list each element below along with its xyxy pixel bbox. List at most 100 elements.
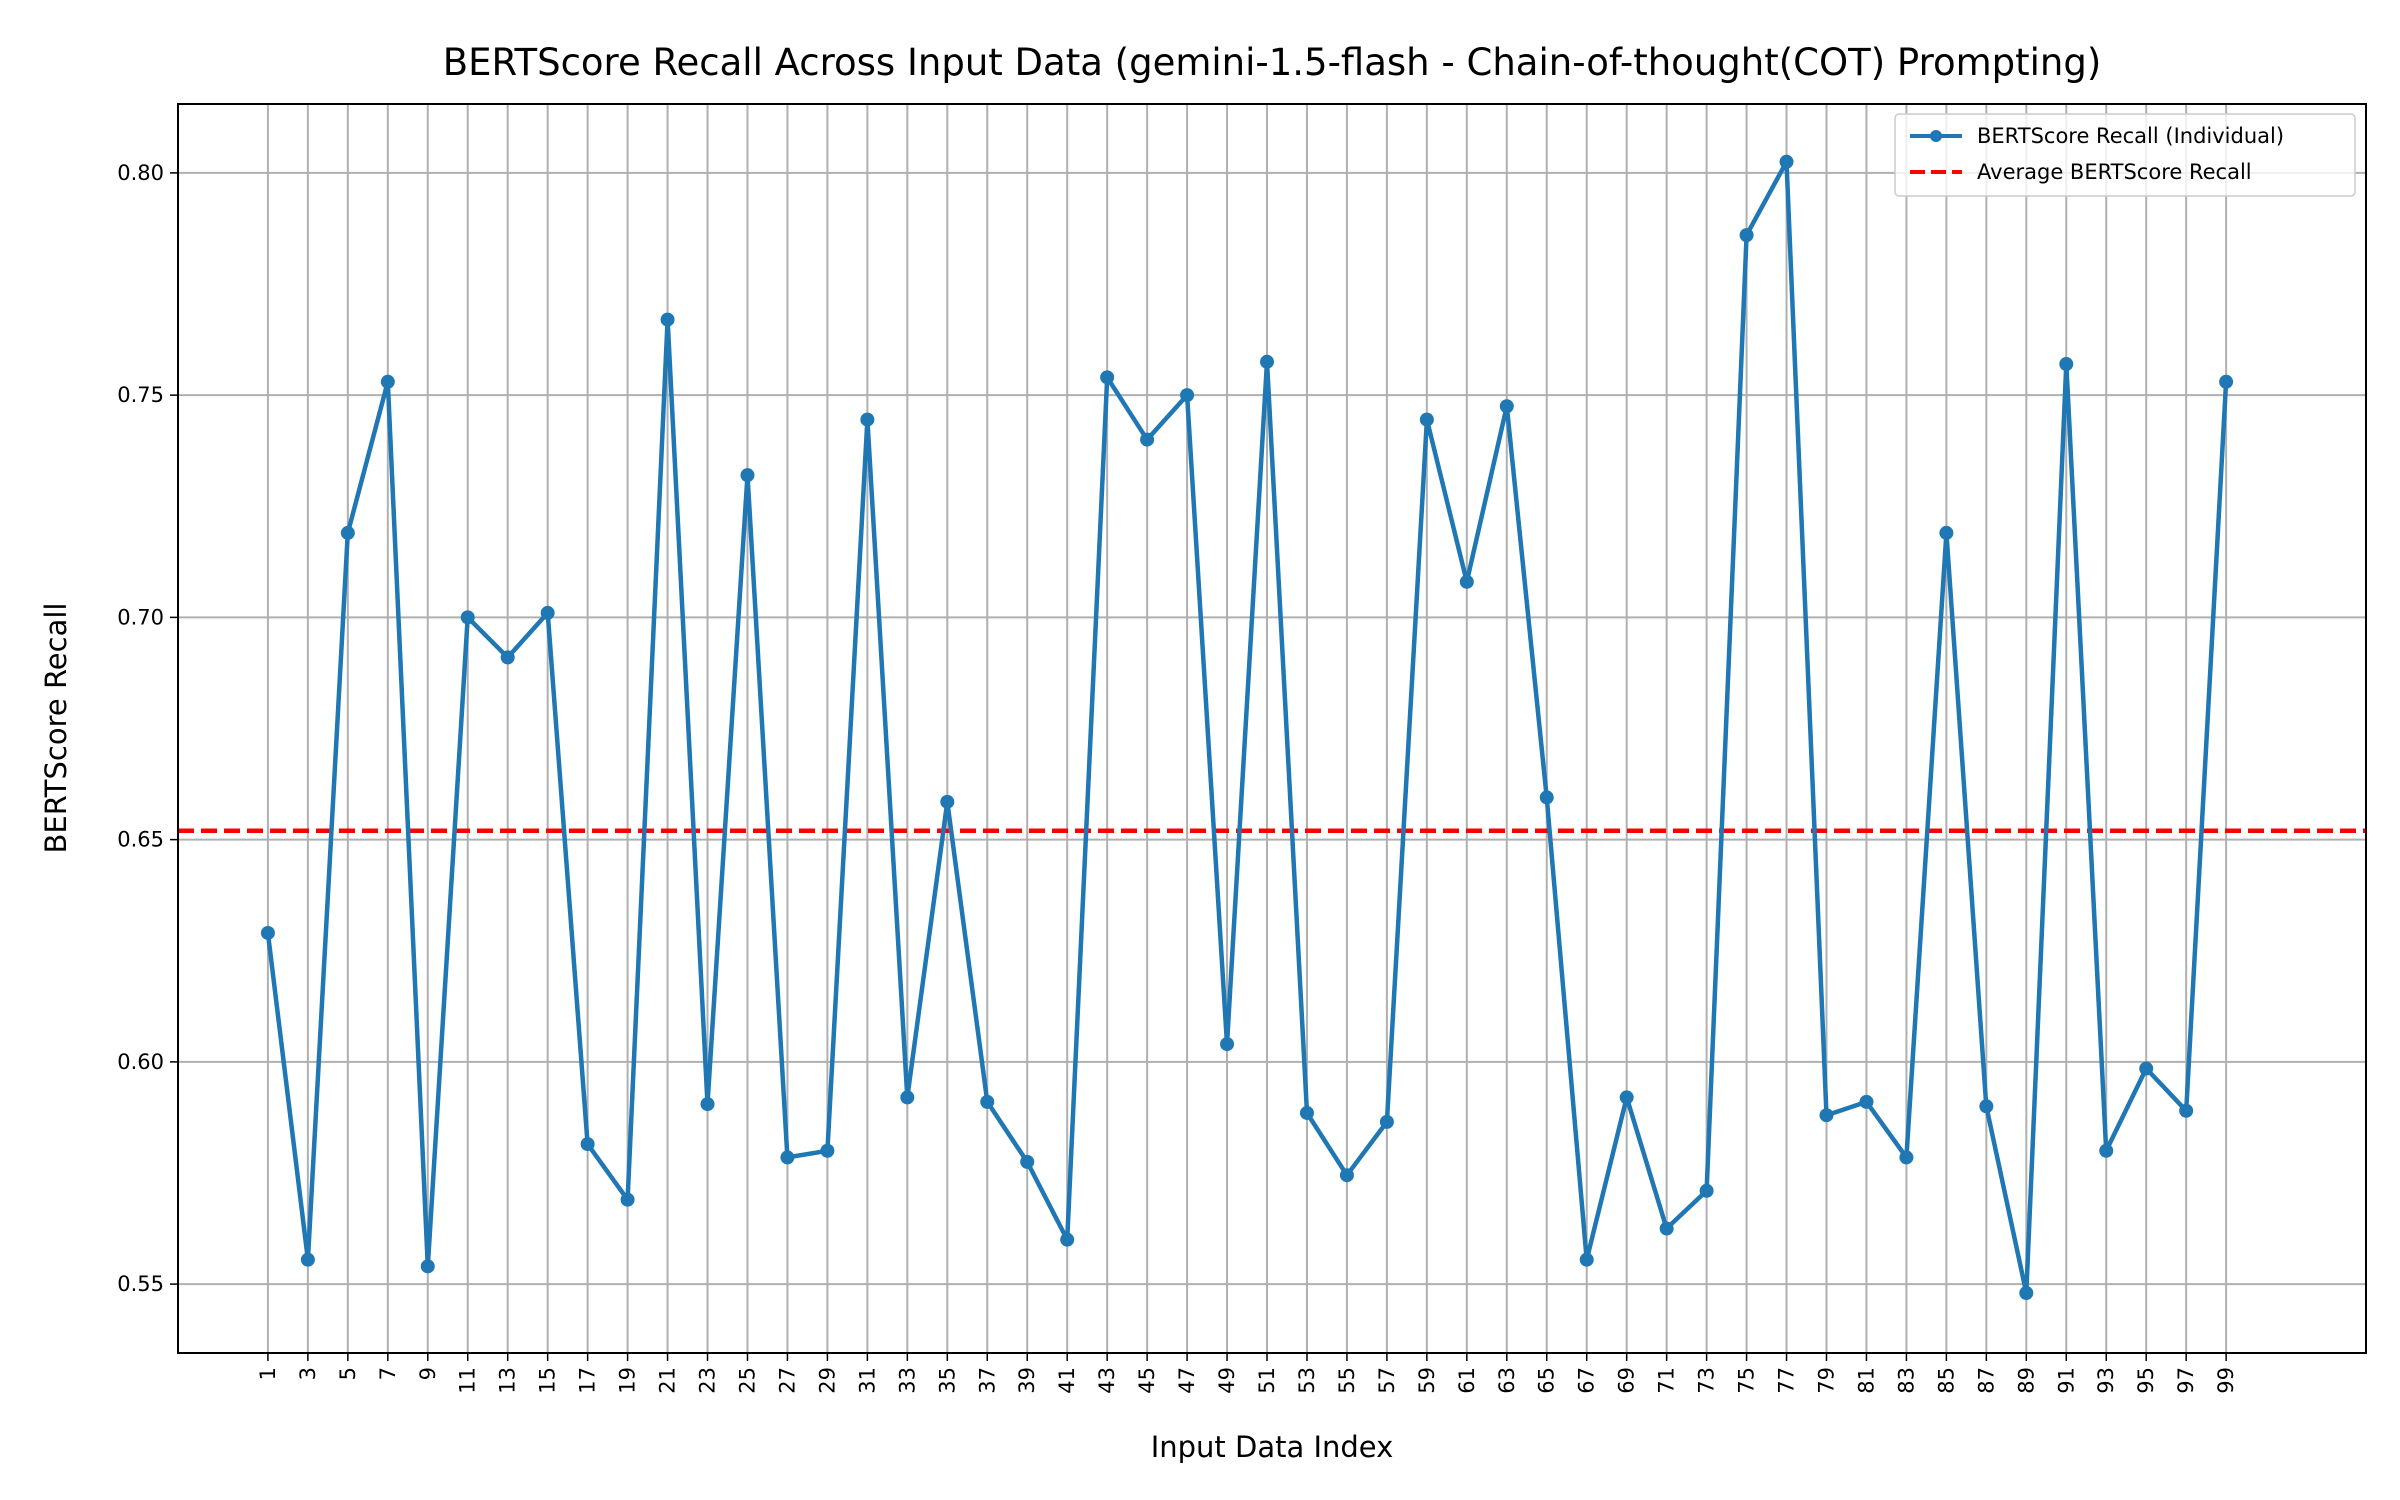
recall-point bbox=[1180, 388, 1195, 403]
recall-series-line bbox=[265, 159, 2229, 1296]
recall-point bbox=[1899, 1150, 1914, 1165]
x-tick-label: 29 bbox=[815, 1367, 839, 1394]
recall-point bbox=[1339, 1168, 1354, 1183]
recall-point bbox=[1379, 1114, 1394, 1129]
x-tick-label: 67 bbox=[1575, 1367, 1599, 1394]
x-tick-label: 9 bbox=[416, 1367, 440, 1380]
recall-point bbox=[460, 610, 475, 625]
x-tick-label: 19 bbox=[616, 1367, 640, 1394]
x-tick-label: 65 bbox=[1535, 1367, 1559, 1394]
x-tick-label: 63 bbox=[1495, 1367, 1519, 1394]
recall-point bbox=[1020, 1154, 1035, 1169]
series-layer bbox=[260, 154, 2234, 1300]
x-tick-label: 15 bbox=[536, 1367, 560, 1394]
recall-point bbox=[1100, 370, 1115, 385]
x-tick-label: 11 bbox=[456, 1367, 480, 1394]
recall-point bbox=[1140, 432, 1155, 447]
x-tick-label: 53 bbox=[1295, 1367, 1319, 1394]
recall-point bbox=[1499, 399, 1514, 414]
y-axis-label: BERTScore Recall bbox=[39, 603, 73, 854]
recall-point bbox=[2219, 374, 2234, 389]
x-tick-label: 99 bbox=[2214, 1367, 2238, 1394]
recall-point bbox=[1699, 1183, 1714, 1198]
x-tick-label: 87 bbox=[1974, 1367, 1998, 1394]
legend-box bbox=[1894, 113, 2356, 197]
x-tick-label: 79 bbox=[1814, 1367, 1838, 1394]
recall-point bbox=[2179, 1103, 2194, 1118]
x-tick-label: 3 bbox=[296, 1367, 320, 1380]
recall-point bbox=[980, 1094, 995, 1109]
x-tick-label: 1 bbox=[256, 1367, 280, 1380]
x-tick-label: 89 bbox=[2014, 1367, 2038, 1394]
x-tick-label: 81 bbox=[1854, 1367, 1878, 1394]
recall-point bbox=[820, 1143, 835, 1158]
recall-point bbox=[940, 794, 955, 809]
recall-point bbox=[1619, 1090, 1634, 1105]
recall-point bbox=[1819, 1108, 1834, 1123]
x-tick-label: 69 bbox=[1615, 1367, 1639, 1394]
recall-point bbox=[1979, 1099, 1994, 1114]
x-tick-label: 93 bbox=[2094, 1367, 2118, 1394]
x-tick-label: 13 bbox=[496, 1367, 520, 1394]
recall-point bbox=[2019, 1285, 2034, 1300]
x-tick-label: 77 bbox=[1775, 1367, 1799, 1394]
x-tick-label: 83 bbox=[1894, 1367, 1918, 1394]
recall-point bbox=[1859, 1094, 1874, 1109]
legend: BERTScore Recall (Individual) Average BE… bbox=[1894, 113, 2356, 197]
recall-point bbox=[2139, 1061, 2154, 1076]
x-tick-label: 25 bbox=[735, 1367, 759, 1394]
x-tick-label: 5 bbox=[336, 1367, 360, 1380]
chart-title: BERTScore Recall Across Input Data (gemi… bbox=[443, 41, 2102, 84]
recall-point bbox=[1939, 525, 1954, 540]
recall-point bbox=[900, 1090, 915, 1105]
recall-point bbox=[380, 374, 395, 389]
recall-point bbox=[540, 605, 555, 620]
y-tick-label: 0.55 bbox=[117, 1272, 164, 1296]
x-tick-label: 49 bbox=[1215, 1367, 1239, 1394]
x-axis-label: Input Data Index bbox=[1151, 1430, 1394, 1464]
recall-point bbox=[2059, 357, 2074, 372]
recall-point bbox=[340, 525, 355, 540]
x-tick-label: 57 bbox=[1375, 1367, 1399, 1394]
x-tick-label: 43 bbox=[1095, 1367, 1119, 1394]
recall-point bbox=[1220, 1037, 1235, 1052]
recall-point bbox=[420, 1259, 435, 1274]
axes: 1 3 5 7 9 11 13 15 17 19 21 23 25 27 29 31 33 35 37 39 41 43 4… bbox=[117, 161, 2238, 1394]
recall-point bbox=[1579, 1252, 1594, 1267]
recall-point bbox=[1739, 228, 1754, 243]
x-tick-label: 73 bbox=[1695, 1367, 1719, 1394]
x-tick-label: 47 bbox=[1175, 1367, 1199, 1394]
x-tick-label: 37 bbox=[975, 1367, 999, 1394]
recall-point bbox=[2099, 1143, 2114, 1158]
recall-point bbox=[700, 1097, 715, 1112]
recall-point bbox=[1299, 1105, 1314, 1120]
recall-point bbox=[1459, 574, 1474, 589]
legend-marker-individual bbox=[1930, 130, 1942, 142]
x-tick-label: 33 bbox=[895, 1367, 919, 1394]
x-tick-label: 95 bbox=[2134, 1367, 2158, 1394]
x-tick-label: 35 bbox=[935, 1367, 959, 1394]
recall-point bbox=[860, 412, 875, 427]
x-tick-label: 39 bbox=[1015, 1367, 1039, 1394]
y-tick-label: 0.65 bbox=[117, 828, 164, 852]
x-tick-label: 27 bbox=[775, 1367, 799, 1394]
x-tick-label: 17 bbox=[576, 1367, 600, 1394]
recall-point bbox=[1779, 154, 1794, 169]
recall-point bbox=[1659, 1221, 1674, 1236]
legend-label-individual: BERTScore Recall (Individual) bbox=[1977, 124, 2284, 148]
y-tick-label: 0.75 bbox=[117, 383, 164, 407]
recall-point bbox=[300, 1252, 315, 1267]
x-tick-label: 97 bbox=[2174, 1367, 2198, 1394]
recall-point bbox=[580, 1137, 595, 1152]
recall-point bbox=[740, 468, 755, 483]
recall-point bbox=[1060, 1232, 1075, 1247]
recall-point bbox=[620, 1192, 635, 1207]
x-tick-label: 51 bbox=[1255, 1367, 1279, 1394]
legend-label-average: Average BERTScore Recall bbox=[1977, 160, 2252, 184]
recall-point bbox=[660, 312, 675, 327]
recall-point bbox=[500, 650, 515, 665]
recall-point bbox=[1539, 790, 1554, 805]
x-tick-label: 91 bbox=[2054, 1367, 2078, 1394]
